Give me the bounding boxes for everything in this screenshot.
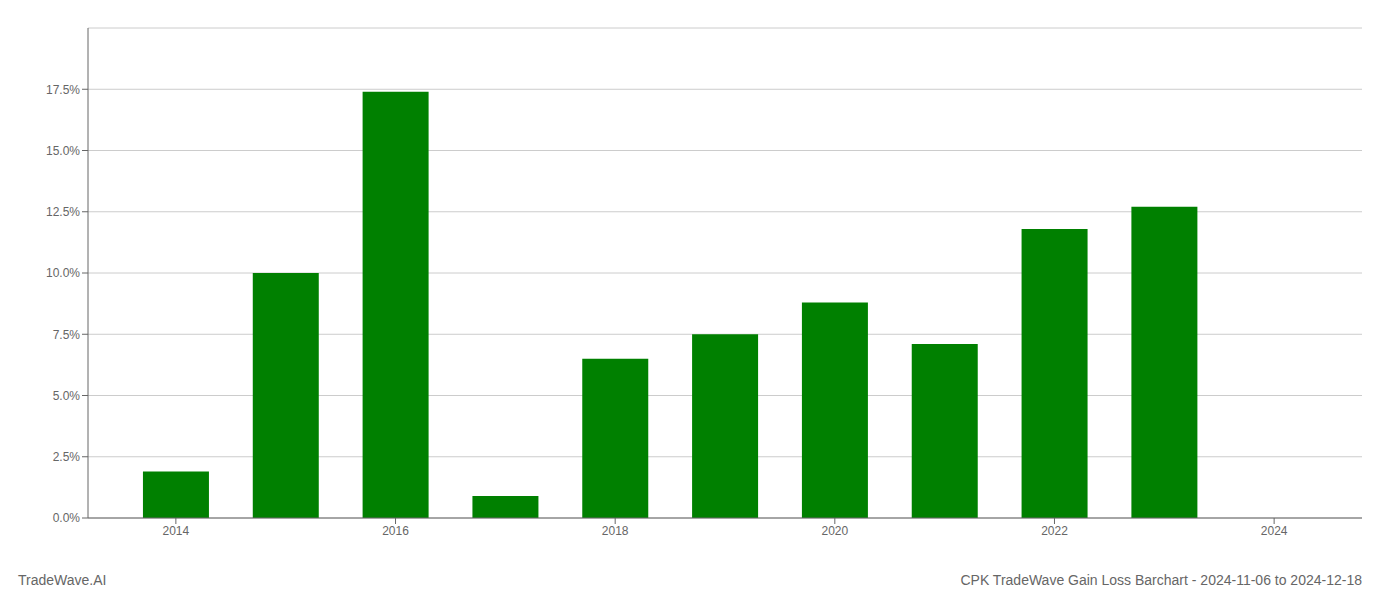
svg-text:2018: 2018 xyxy=(602,524,629,538)
svg-text:0.0%: 0.0% xyxy=(53,511,81,525)
svg-text:12.5%: 12.5% xyxy=(46,205,80,219)
html-text:CPK TradeWave Gain Loss Barcha: CPK TradeWave Gain Loss Barchart - 2024-… xyxy=(960,572,1362,588)
svg-text:2.5%: 2.5% xyxy=(53,450,81,464)
svg-text:10.0%: 10.0% xyxy=(46,266,80,280)
svg-text:2014: 2014 xyxy=(163,524,190,538)
svg-text:2024: 2024 xyxy=(1261,524,1288,538)
svg-text:5.0%: 5.0% xyxy=(53,389,81,403)
svg-text:15.0%: 15.0% xyxy=(46,144,80,158)
html-text:TradeWave.AI: TradeWave.AI xyxy=(18,572,107,588)
svg-text:2016: 2016 xyxy=(382,524,409,538)
svg-text:7.5%: 7.5% xyxy=(53,328,81,342)
svg-text:2022: 2022 xyxy=(1041,524,1068,538)
svg-text:2020: 2020 xyxy=(821,524,848,538)
svg-text:17.5%: 17.5% xyxy=(46,83,80,97)
